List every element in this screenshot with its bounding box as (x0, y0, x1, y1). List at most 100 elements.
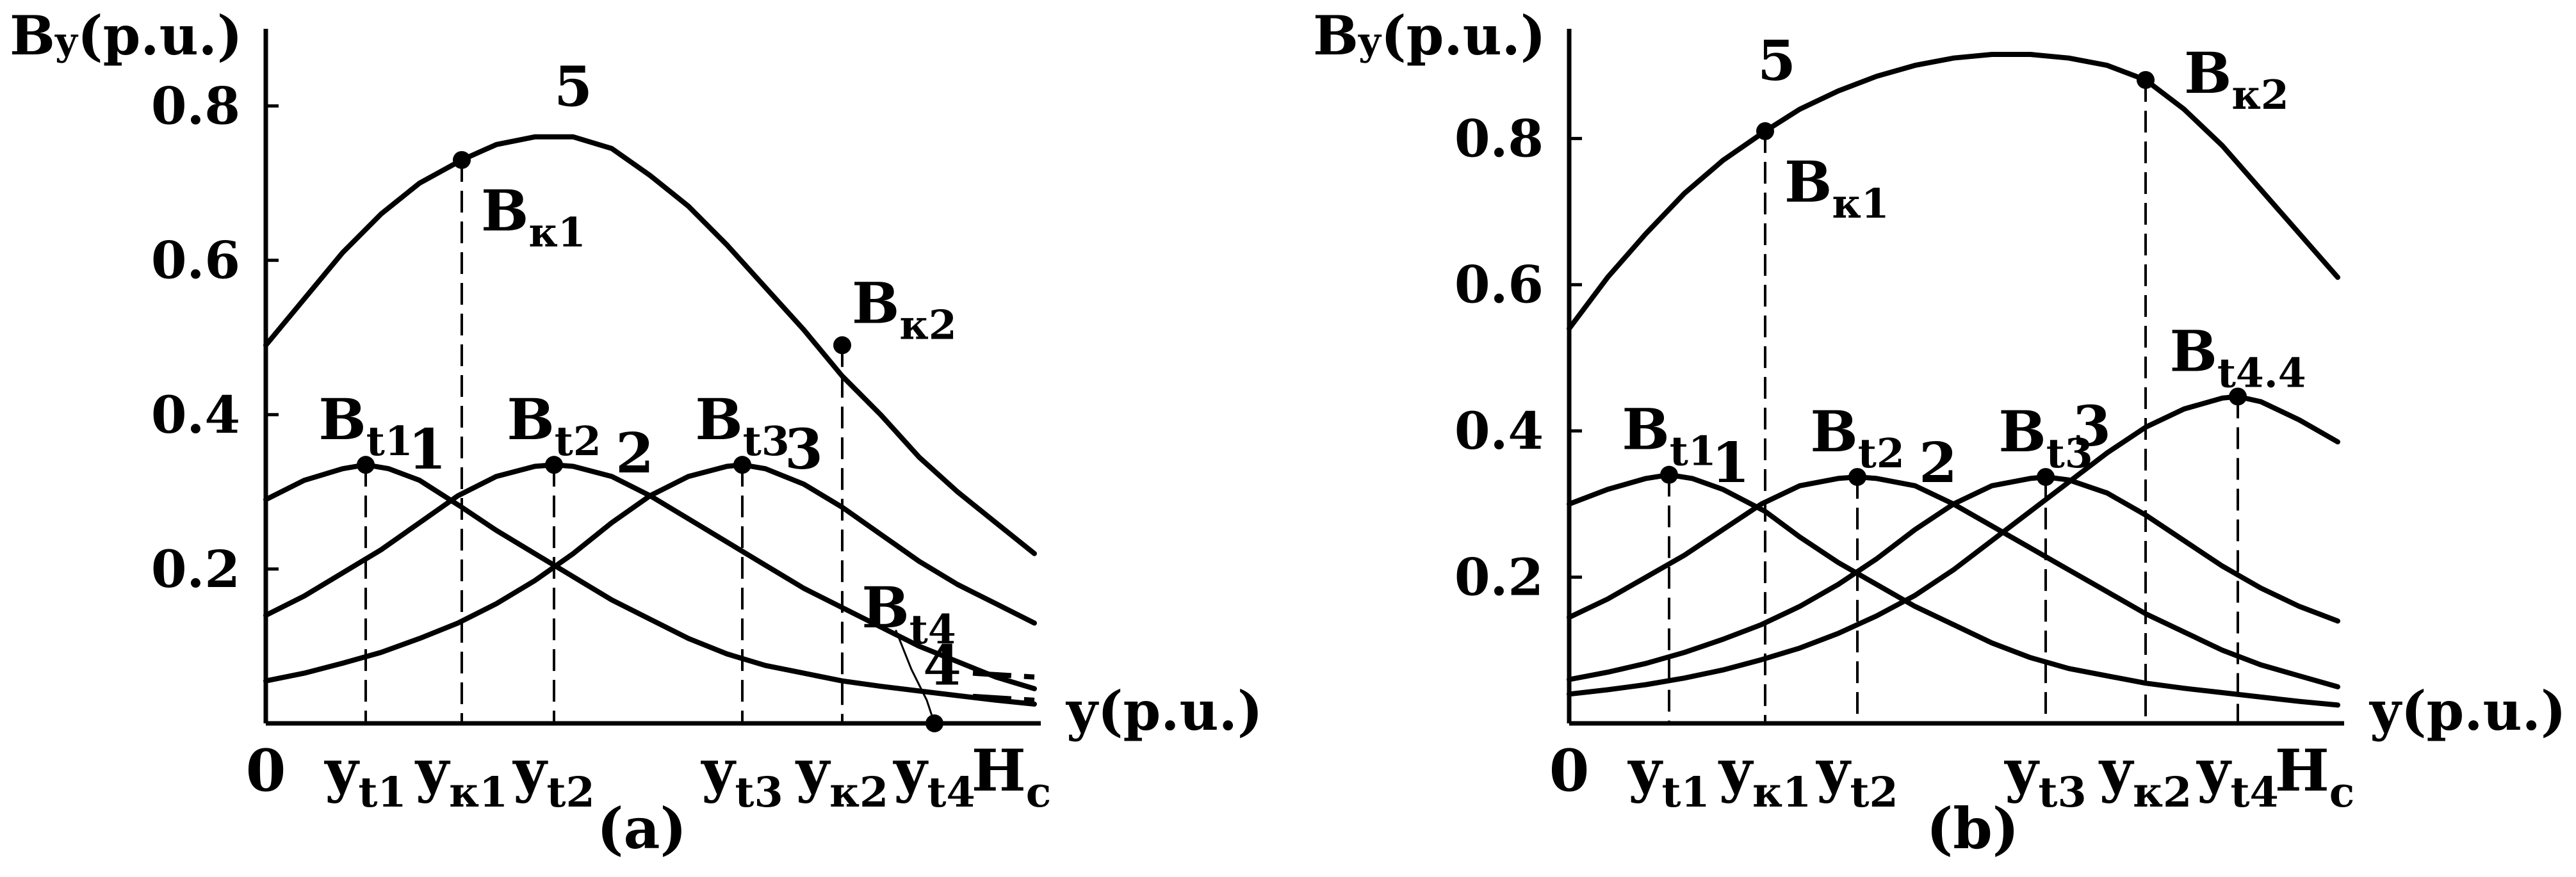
x-tick-label: 0 (1549, 737, 1590, 805)
point-label-sub: t2 (1858, 430, 1905, 477)
x-tick-label-main: 0 (246, 737, 286, 805)
point-label: Bк2 (852, 270, 957, 348)
x-tick-label: yк1 (414, 737, 508, 817)
data-point-Bt2 (1848, 468, 1866, 487)
x-tick-label: Hc (2275, 737, 2355, 817)
x-tick-label-sub: t3 (735, 768, 783, 817)
series-line-3 (1567, 474, 2340, 682)
x-tick-label-sub: t2 (547, 768, 595, 817)
x-tick-label: yt1 (1627, 737, 1710, 817)
data-point-Bt1 (1660, 465, 1678, 484)
data-point-Bt3 (733, 456, 751, 474)
x-tick-label: 0 (246, 737, 286, 805)
point-label-sub: к2 (2231, 71, 2288, 118)
curve-number-label: 3 (785, 417, 823, 482)
series-line-2 (1567, 474, 2340, 689)
point-label-main: B (1622, 396, 1669, 463)
y-axis-label-ylabel_unit: (p.u.) (77, 4, 243, 67)
x-tick-label: yк1 (1718, 737, 1811, 817)
y-axis-label-ylabel: B (10, 4, 55, 67)
x-tick-label: yt2 (1815, 737, 1898, 817)
x-tick-label-main: y (2196, 737, 2232, 805)
x-tick-label-main: y (323, 737, 360, 805)
curve-number-label: 4 (923, 634, 961, 698)
x-tick-label-sub: t3 (2039, 768, 2087, 817)
y-tick-label: 0.6 (1455, 255, 1544, 315)
x-tick-label-sub: c (2329, 768, 2355, 817)
x-axis-label: y(p.u.) (1065, 679, 1263, 743)
x-tick-label-main: y (414, 737, 451, 805)
data-point-Bк2 (833, 336, 851, 355)
series-line-5 (263, 134, 1037, 556)
x-tick-label-sub: t2 (1850, 768, 1898, 817)
y-axis-label-ylabel: B (1313, 4, 1358, 67)
point-label-main: B (1784, 149, 1832, 215)
x-tick-label-sub: c (1026, 768, 1052, 817)
point-label-sub: t3 (2046, 430, 2093, 477)
y-tick-label: 0.8 (151, 76, 240, 136)
point-label: Bк2 (2184, 40, 2289, 118)
point-label: Bt2 (1810, 398, 1904, 477)
point-label-sub: t3 (743, 417, 790, 465)
x-tick-label-main: y (2003, 737, 2040, 805)
x-tick-label-sub: к2 (2133, 768, 2192, 817)
point-label: Bt1 (318, 386, 412, 465)
series-line-1 (1567, 472, 2340, 708)
point-label-sub: к1 (528, 209, 585, 256)
x-tick-label: yt3 (2003, 737, 2087, 817)
point-label-main: B (2169, 318, 2217, 384)
x-tick-label-main: y (1815, 737, 1852, 805)
x-tick-label-sub: t1 (359, 768, 407, 817)
data-point-Bt3 (2037, 468, 2055, 487)
x-tick-label-main: y (1627, 737, 1663, 805)
x-tick-label-sub: t4 (2231, 768, 2279, 817)
point-label-main: B (481, 177, 528, 244)
series-line-2 (263, 462, 1037, 691)
point-label: Bt4.4 (2169, 318, 2306, 396)
curve-number-label: 1 (1711, 431, 1750, 495)
x-tick-label-main: y (795, 737, 831, 805)
y-axis-label-ylabel_sub: y (1358, 19, 1382, 64)
x-tick-label-sub: t1 (1662, 768, 1710, 817)
x-tick-label-main: y (700, 737, 737, 805)
x-tick-label: yк2 (2098, 737, 2192, 817)
x-tick-label: yt2 (512, 737, 595, 817)
series-line-4 (895, 629, 936, 725)
x-tick-label-main: y (1718, 737, 1754, 805)
data-point-Bк1 (453, 150, 471, 169)
point-label-sub: t2 (555, 417, 601, 465)
panel-label: (b) (1927, 795, 2019, 862)
chart-panel-b: By(p.u.)y(p.u.)0.20.40.60.80 yt1 yк1 yt2 yt3… (1313, 4, 2566, 862)
point-label-main: B (2184, 40, 2231, 106)
y-tick-label: 0.2 (151, 539, 240, 599)
panel-label: (a) (597, 795, 687, 862)
x-tick-label: yк2 (795, 737, 888, 817)
chart-panel-a: By(p.u.)y(p.u.)0.20.40.60.80 yt1 yк1 yt2 yt3… (10, 4, 1263, 862)
series-line-3 (263, 462, 1037, 684)
y-tick-label: 0.4 (1455, 401, 1544, 461)
point-label-main: B (695, 386, 742, 453)
curve-number-label: 5 (554, 55, 592, 120)
point-label-sub: t1 (366, 417, 413, 465)
data-point-Bt4.4 (2229, 387, 2247, 406)
x-tick-label-main: y (892, 737, 929, 805)
y-tick-label: 0.8 (1455, 108, 1544, 168)
y-axis-label-ylabel_unit: (p.u.) (1381, 4, 1546, 67)
point-label-main: B (1810, 398, 1857, 465)
point-label: Bк1 (1784, 149, 1889, 227)
data-point-Bк2 (2137, 70, 2155, 89)
y-tick-label: 0.6 (151, 230, 240, 291)
point-label-main: B (507, 386, 554, 453)
point-label: Bt3 (695, 386, 789, 465)
curve-number-label: 3 (2073, 394, 2111, 459)
y-tick-label: 0.2 (1455, 547, 1544, 607)
x-tick-label-main: H (972, 737, 1026, 805)
curve-number-label: 1 (408, 417, 446, 482)
x-axis-label: y(p.u.) (2368, 679, 2566, 743)
point-label: Bt2 (507, 386, 601, 465)
x-tick-label-main: 0 (1549, 737, 1590, 805)
point-label: Bк1 (481, 177, 586, 256)
data-point-Bк1 (1756, 122, 1774, 140)
point-label-sub: к1 (1832, 180, 1889, 227)
